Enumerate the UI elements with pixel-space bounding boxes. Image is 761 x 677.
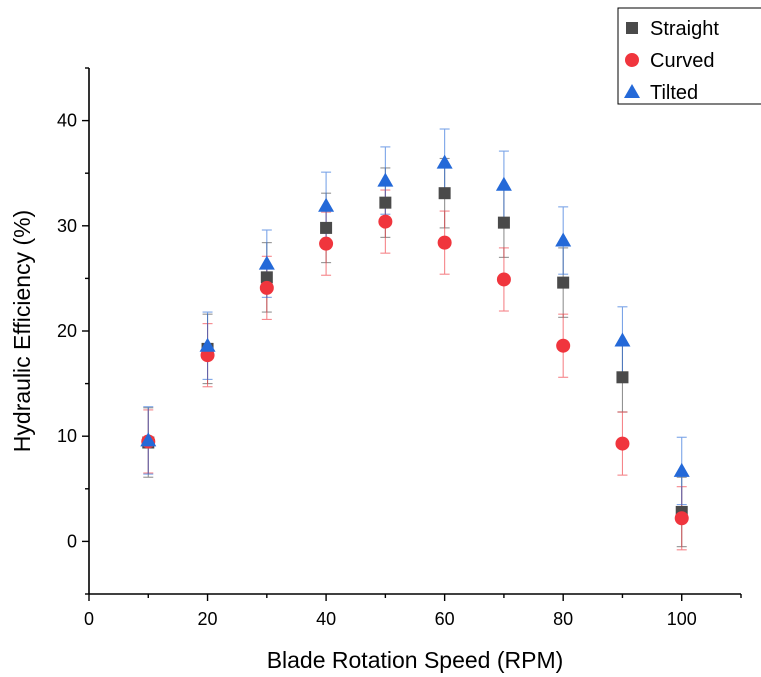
axes bbox=[88, 68, 741, 595]
legend-box bbox=[617, 7, 761, 105]
curved-data-point bbox=[259, 280, 274, 295]
tilted-data-point bbox=[199, 337, 216, 352]
tilted-data-point bbox=[673, 462, 690, 477]
x-tick-label: 80 bbox=[553, 609, 573, 629]
x-tick-label: 20 bbox=[198, 609, 218, 629]
straight-data-point bbox=[616, 371, 629, 384]
legend-items: Straight Curved Tilted bbox=[624, 18, 719, 104]
data-markers bbox=[140, 154, 690, 526]
straight-data-point bbox=[260, 271, 273, 284]
tilted-data-point bbox=[436, 154, 453, 169]
x-tick-label: 60 bbox=[435, 609, 455, 629]
straight-data-point bbox=[438, 187, 451, 200]
curved-data-point bbox=[319, 236, 334, 251]
tilted-data-point bbox=[318, 197, 335, 212]
curved-data-point bbox=[496, 272, 511, 287]
tilted-data-point bbox=[614, 332, 631, 347]
y-tick-label: 40 bbox=[57, 111, 77, 131]
straight-legend-marker bbox=[626, 22, 638, 34]
tilted-data-point bbox=[555, 232, 572, 247]
x-tick-label: 0 bbox=[84, 609, 94, 629]
straight-data-point bbox=[497, 216, 510, 229]
ticks: 0 20 40 60 80 100 0 10 20 30 40 bbox=[57, 67, 742, 629]
error-bars bbox=[143, 128, 687, 551]
legend: Straight Curved Tilted bbox=[617, 7, 761, 105]
straight-legend-label: Straight bbox=[650, 18, 719, 40]
tilted-data-point bbox=[140, 432, 157, 447]
y-tick-label: 0 bbox=[67, 531, 77, 551]
tilted-data-point bbox=[495, 176, 512, 191]
y-tick-label: 20 bbox=[57, 321, 77, 341]
straight-data-point bbox=[320, 221, 333, 234]
y-tick-label: 10 bbox=[57, 426, 77, 446]
tilted-data-point bbox=[258, 255, 275, 270]
curved-data-point bbox=[378, 214, 393, 229]
straight-data-point bbox=[557, 276, 570, 289]
x-tick-label: 100 bbox=[667, 609, 697, 629]
tilted-legend-marker bbox=[624, 84, 640, 98]
curved-data-point bbox=[437, 235, 452, 250]
y-tick-label: 30 bbox=[57, 216, 77, 236]
curved-data-point bbox=[674, 511, 689, 526]
x-axis-title: Blade Rotation Speed (RPM) bbox=[267, 647, 564, 673]
tilted-data-point bbox=[377, 172, 394, 187]
curved-legend-label: Curved bbox=[650, 50, 714, 72]
curved-data-point bbox=[556, 338, 571, 353]
x-tick-label: 40 bbox=[316, 609, 336, 629]
curved-data-point bbox=[615, 436, 630, 451]
y-axis-title: Hydraulic Efficiency (%) bbox=[9, 210, 35, 452]
straight-data-point bbox=[379, 196, 392, 209]
curved-legend-marker bbox=[625, 53, 639, 67]
tilted-legend-label: Tilted bbox=[650, 82, 698, 104]
